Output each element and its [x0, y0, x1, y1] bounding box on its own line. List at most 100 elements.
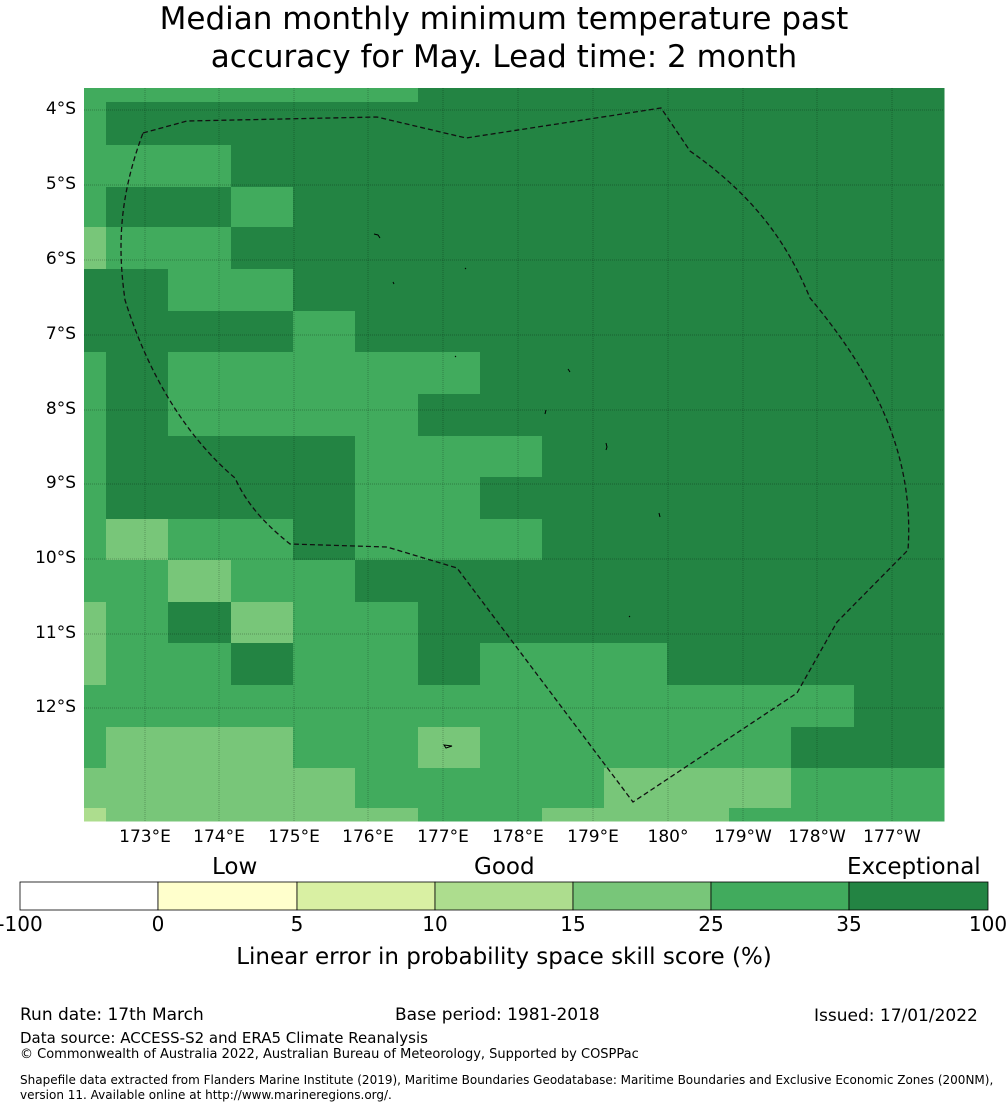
- grid-cell: [418, 352, 481, 395]
- grid-cell: [293, 477, 356, 520]
- grid-cell: [418, 808, 481, 822]
- grid-cell: [293, 808, 356, 822]
- grid-cell: [604, 311, 668, 353]
- grid-cell: [854, 352, 945, 395]
- colorbar-segment: [157, 881, 298, 911]
- grid-cell: [168, 519, 232, 561]
- grid-cell: [231, 808, 294, 822]
- grid-cell: [667, 560, 730, 603]
- longitude-label: 180°: [647, 827, 689, 847]
- grid-cell: [854, 102, 945, 146]
- grid-cell: [355, 643, 419, 686]
- grid-cell: [106, 602, 169, 644]
- grid-cell: [667, 436, 730, 478]
- grid-cell: [231, 643, 294, 686]
- grid-cell: [667, 477, 730, 520]
- grid-cell: [355, 560, 419, 603]
- grid-cell: [542, 477, 605, 520]
- grid-cell: [542, 519, 605, 561]
- grid-cell: [418, 685, 481, 728]
- grid-cell: [791, 352, 855, 395]
- grid-cell: [791, 187, 855, 228]
- grid-cell: [542, 768, 605, 809]
- colorbar-tick: 35: [836, 912, 862, 936]
- grid-cell: [106, 768, 169, 809]
- grid-cell: [84, 102, 107, 146]
- colorbar-tick: 5: [290, 912, 304, 936]
- grid-cell: [542, 436, 605, 478]
- grid-cell: [791, 808, 855, 822]
- grid-cell: [729, 269, 792, 312]
- grid-cell: [106, 311, 169, 353]
- grid-cell: [293, 394, 356, 437]
- grid-cell: [106, 643, 169, 686]
- grid-cell: [729, 808, 792, 822]
- grid-cell: [480, 227, 543, 270]
- grid-cell: [854, 311, 945, 353]
- grid-cell: [293, 311, 356, 353]
- grid-cell: [168, 560, 232, 603]
- grid-cell: [355, 227, 419, 270]
- grid-cell: [106, 727, 169, 769]
- grid-cell: [791, 560, 855, 603]
- grid-cell: [854, 643, 945, 686]
- grid-cell: [729, 560, 792, 603]
- grid-cell: [729, 436, 792, 478]
- grid-cell: [854, 727, 945, 769]
- grid-cell: [604, 436, 668, 478]
- grid-cell: [542, 269, 605, 312]
- grid-cell: [168, 643, 232, 686]
- colorbar-tick: -100: [0, 912, 43, 936]
- grid-cell: [168, 808, 232, 822]
- grid-cell: [106, 685, 169, 728]
- grid-cell: [355, 269, 419, 312]
- category-exceptional: Exceptional: [847, 854, 981, 880]
- grid-cell: [168, 269, 232, 312]
- grid-cell: [231, 269, 294, 312]
- grid-cell: [231, 477, 294, 520]
- grid-cell: [604, 269, 668, 312]
- grid-cell: [84, 519, 107, 561]
- grid-cell: [542, 602, 605, 644]
- grid-cell: [231, 436, 294, 478]
- grid-cell: [231, 602, 294, 644]
- colorbar-label: Linear error in probability space skill …: [236, 944, 772, 970]
- grid-cell: [791, 394, 855, 437]
- grid-cell: [84, 394, 107, 437]
- grid-cell: [231, 352, 294, 395]
- grid-cell: [667, 768, 730, 809]
- grid-cell: [293, 227, 356, 270]
- longitude-label: 177°W: [863, 827, 921, 847]
- grid-cell: [542, 102, 605, 146]
- grid-cell: [667, 269, 730, 312]
- grid-cell: [542, 727, 605, 769]
- island: [373, 233, 381, 239]
- base-period: Base period: 1981-2018: [395, 1005, 600, 1025]
- grid-cell: [667, 102, 730, 146]
- longitude-label: 173°E: [119, 827, 171, 847]
- latitude-label: 11°S: [35, 623, 76, 643]
- grid-cell: [854, 808, 945, 822]
- island: [442, 744, 453, 749]
- longitude-label: 176°E: [342, 827, 394, 847]
- grid-cell: [168, 477, 232, 520]
- grid-cell: [729, 768, 792, 809]
- grid-cell: [791, 685, 855, 728]
- grid-cell: [791, 727, 855, 769]
- skill-score-map: [84, 88, 945, 822]
- gridlines: [84, 88, 944, 821]
- grid-cell: [667, 227, 730, 270]
- grid-cell: [854, 187, 945, 228]
- grid-cell: [480, 352, 543, 395]
- colorbar-tick: 0: [151, 912, 165, 936]
- grid-cell: [84, 727, 107, 769]
- grid-cell: [604, 88, 668, 103]
- grid-cell: [729, 643, 792, 686]
- colorbar-tick: 15: [560, 912, 586, 936]
- grid-cell: [293, 436, 356, 478]
- grid-cell: [667, 88, 730, 103]
- grid-cell: [480, 269, 543, 312]
- grid-cell: [418, 227, 481, 270]
- grid-cell: [168, 602, 232, 644]
- longitude-label: 174°E: [193, 827, 245, 847]
